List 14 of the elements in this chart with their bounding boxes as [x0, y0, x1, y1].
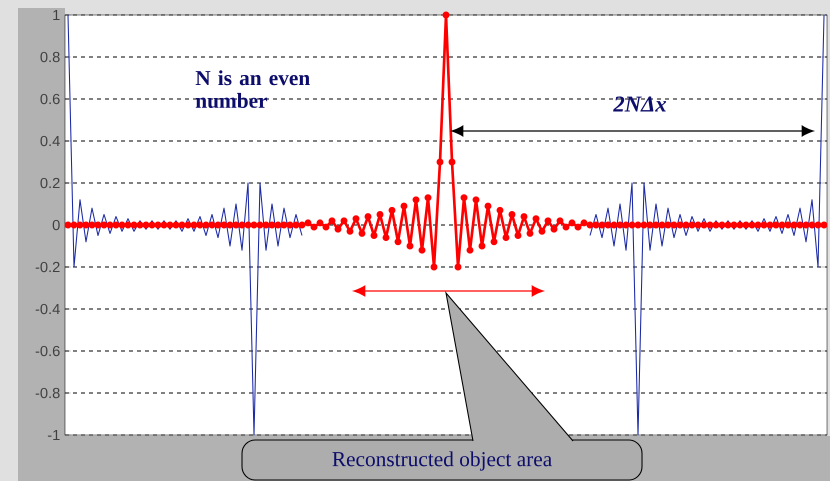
annotation: 2NΔx	[613, 96, 666, 112]
annotation: N is an even number	[196, 70, 310, 108]
y-tick-label: 0	[52, 220, 60, 230]
y-tick-label: 1	[53, 10, 60, 20]
y-tick-label: 0.6	[40, 94, 60, 104]
text: Reconstructed object area	[332, 451, 552, 471]
y-tick-label: -0.8	[36, 388, 60, 398]
y-tick-label: 0.2	[40, 178, 60, 188]
y-tick-label: -0.6	[36, 346, 60, 356]
y-tick-label: 0.4	[40, 136, 60, 146]
y-tick-label: -0.4	[36, 304, 60, 314]
y-tick-label: -0.2	[36, 262, 60, 272]
y-tick-label: 0.8	[40, 52, 60, 62]
y-tick-label: -1	[48, 430, 60, 440]
